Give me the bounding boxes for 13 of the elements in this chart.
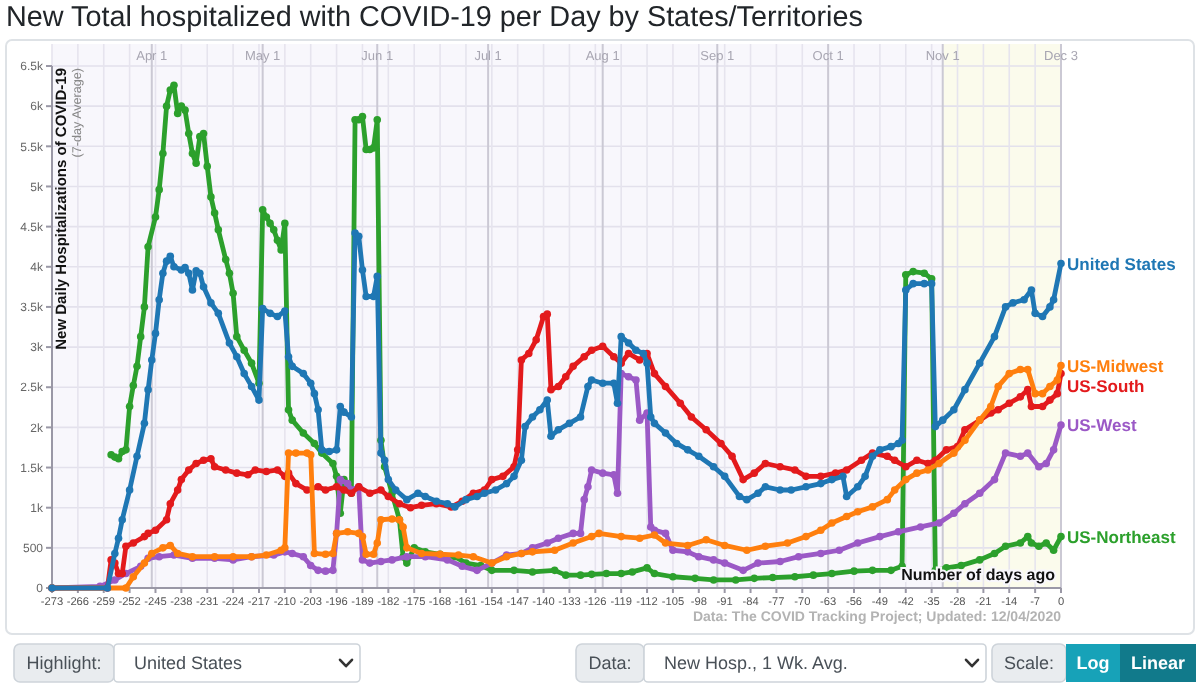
label-box: Highlight:: [13, 643, 115, 683]
dropdown[interactable]: United States: [113, 643, 361, 683]
label-box: Scale:: [991, 643, 1067, 683]
chart-title: New Total hospitalized with COVID-19 per Day by States/Territories: [6, 2, 863, 34]
dropdown[interactable]: New Hosp., 1 Wk. Avg.: [643, 643, 987, 683]
series-label: US-Midwest: [1067, 355, 1164, 376]
series-label: US-West: [1067, 414, 1137, 435]
series-label: United States: [1067, 253, 1177, 274]
x-axis-title: Number of days ago: [901, 566, 1056, 584]
linear-button[interactable]: Linear: [1120, 644, 1196, 682]
series-label: US-South: [1067, 375, 1145, 396]
label-box: Data:: [575, 643, 645, 683]
series-label: US-Northeast: [1067, 526, 1176, 547]
